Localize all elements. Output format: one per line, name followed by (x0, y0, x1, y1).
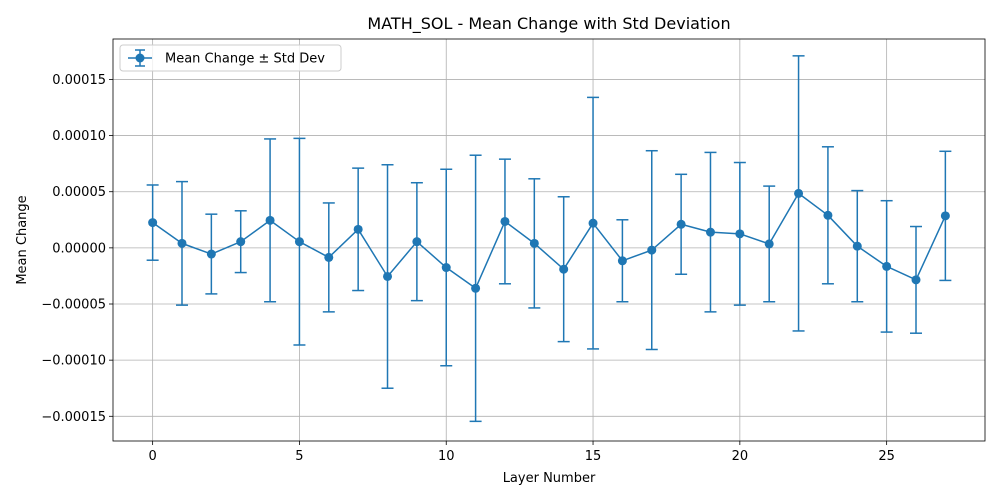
data-point (294, 237, 304, 247)
data-point (353, 224, 363, 234)
legend: Mean Change ± Std Dev (119, 44, 342, 72)
y-tick-label: 0.00000 (52, 241, 106, 256)
data-point (412, 237, 422, 247)
x-tick-label: 5 (295, 449, 303, 464)
series-line-group (152, 192, 947, 290)
data-point (265, 215, 275, 225)
data-point (383, 271, 393, 281)
data-point (647, 245, 657, 255)
data-point (940, 211, 950, 221)
data-point (852, 241, 862, 251)
legend-frame (119, 44, 342, 72)
data-point (676, 219, 686, 229)
data-point (236, 237, 246, 247)
y-axis-ticks: −0.00015 −0.00010 −0.00005 0.00000 0.00005 0.… (41, 73, 113, 425)
y-axis-title: Mean Change (15, 195, 30, 284)
series-line (152, 192, 947, 290)
data-point (882, 261, 892, 271)
plot-frame (112, 38, 986, 442)
legend-marker (135, 53, 145, 63)
x-axis-title: Layer Number (503, 471, 596, 486)
y-tick-label: 0.00010 (52, 129, 106, 144)
y-tick-label: 0.00015 (52, 73, 106, 88)
data-points (148, 188, 950, 293)
data-point (735, 229, 745, 239)
y-tick-label: 0.00005 (52, 185, 106, 200)
data-point (911, 275, 921, 285)
data-point (764, 239, 774, 249)
data-point (529, 238, 539, 248)
data-point (441, 263, 451, 273)
x-axis-ticks: 0 5 10 15 20 25 (148, 441, 895, 464)
data-point (471, 283, 481, 293)
y-tick-label: −0.00015 (41, 410, 106, 425)
chart-title: MATH_SOL - Mean Change with Std Deviatio… (367, 14, 730, 34)
data-point (588, 218, 598, 228)
data-point (177, 238, 187, 248)
data-point (324, 252, 334, 262)
x-tick-label: 10 (438, 449, 455, 464)
y-tick-label: −0.00010 (41, 354, 106, 369)
data-point (559, 264, 569, 274)
legend-label: Mean Change ± Std Dev (165, 52, 325, 67)
data-point (500, 216, 510, 226)
data-point (617, 256, 627, 266)
data-point (794, 188, 804, 198)
y-tick-label: −0.00005 (41, 298, 106, 313)
error-bars (146, 55, 952, 423)
data-point (206, 249, 216, 259)
data-point (705, 227, 715, 237)
x-tick-label: 25 (878, 449, 895, 464)
x-tick-label: 20 (732, 449, 749, 464)
data-point (823, 210, 833, 220)
data-point (148, 218, 158, 228)
x-tick-label: 0 (148, 449, 156, 464)
x-tick-label: 15 (585, 449, 602, 464)
